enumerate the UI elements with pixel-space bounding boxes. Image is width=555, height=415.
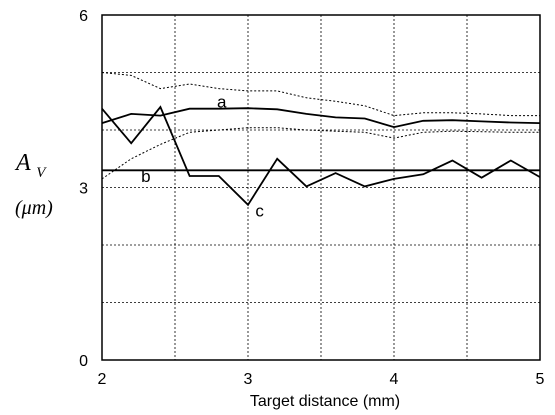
y-tick-label: 6: [79, 8, 88, 25]
series-c-line: [101, 105, 541, 207]
x-axis-label: Target distance (mm): [250, 393, 400, 410]
x-tick-label: 4: [390, 371, 399, 388]
x-tick-label: 3: [244, 371, 253, 388]
curve-label-b: b: [141, 167, 150, 186]
y-axis-label: A V (μm): [14, 150, 53, 219]
dotted-bound-line-1: [101, 72, 540, 117]
y-tick-label: 0: [79, 353, 88, 370]
series-group: [101, 72, 541, 207]
y-axis-label-unit: (μm): [15, 197, 53, 219]
grid-lines: [102, 15, 540, 360]
curve-annotations: a b c: [141, 92, 264, 220]
plot-area-frame: [101, 14, 541, 361]
x-tick-label: 5: [536, 371, 545, 388]
curve-label-c: c: [255, 202, 264, 221]
y-tick-label: 3: [79, 181, 88, 198]
tick-labels: 2 3 4 5 0 3 6: [79, 8, 544, 388]
y-axis-label-main: A: [14, 150, 31, 176]
series-a-line: [101, 107, 541, 129]
curve-label-a: a: [217, 92, 227, 111]
x-tick-label: 2: [98, 371, 107, 388]
y-axis-label-subscript: V: [36, 165, 47, 181]
svg-text:A V: A V: [14, 150, 47, 181]
